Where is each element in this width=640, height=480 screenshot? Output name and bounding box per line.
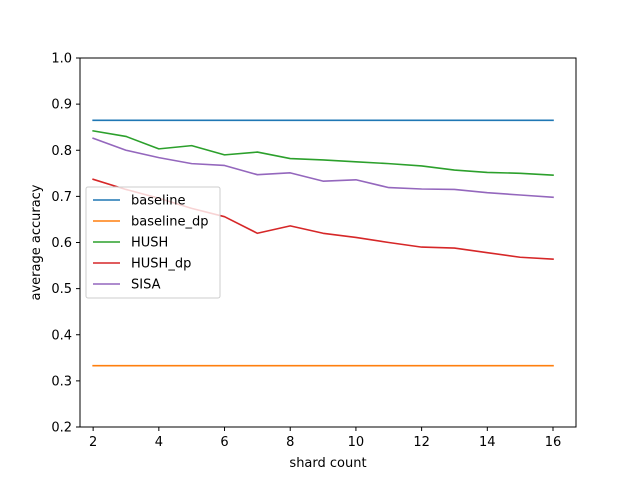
y-axis: 0.2 0.3 0.4 0.5 0.6 0.7 0.8 0.9 1.0 [51, 52, 80, 436]
x-tick-label: 8 [286, 435, 294, 450]
legend: baseline baseline_dp HUSH HUSH_dp SISA [85, 186, 221, 299]
y-tick-label: 0.4 [51, 328, 72, 343]
x-tick-label: 12 [413, 435, 430, 450]
series-line-sisa [92, 137, 554, 199]
x-tick-label: 4 [155, 435, 163, 450]
x-tick-label: 10 [348, 435, 365, 450]
x-axis: 2 4 6 8 10 12 14 16 [89, 427, 561, 450]
y-tick-label: 0.6 [51, 236, 72, 251]
y-tick-label: 0.9 [51, 98, 72, 113]
y-tick-label: 0.2 [51, 421, 72, 436]
x-axis-label: shard count [289, 456, 366, 471]
legend-entry: HUSH_dp [131, 257, 191, 272]
y-tick-label: 0.5 [51, 282, 72, 297]
legend-entry: baseline [131, 194, 185, 209]
x-tick-label: 6 [220, 435, 228, 450]
legend-entry: baseline_dp [131, 215, 208, 230]
x-tick-label: 2 [89, 435, 97, 450]
x-tick-label: 14 [479, 435, 496, 450]
series-line-hush [92, 129, 554, 177]
y-tick-label: 0.7 [51, 190, 72, 205]
legend-entry: SISA [131, 278, 161, 293]
x-tick-label: 16 [545, 435, 562, 450]
legend-entry: HUSH [131, 236, 168, 251]
y-tick-label: 0.3 [51, 374, 72, 389]
y-tick-label: 0.8 [51, 144, 72, 159]
y-axis-label: average accuracy [29, 184, 44, 300]
legend-box [85, 186, 221, 299]
y-tick-label: 1.0 [51, 52, 72, 67]
